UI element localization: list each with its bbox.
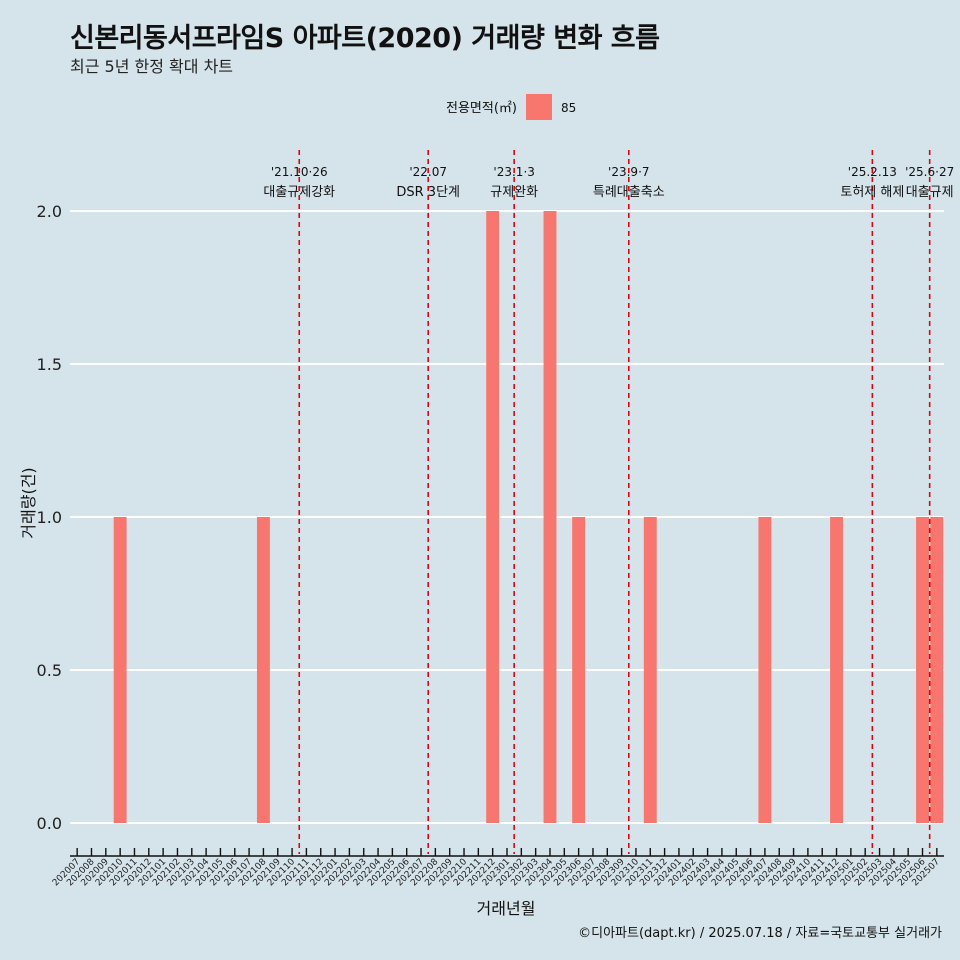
event-date-label: '21.10·26 xyxy=(271,165,328,179)
event-date-label: '22.07 xyxy=(409,165,447,179)
event-name-label: 특례대출축소 xyxy=(593,185,665,200)
legend-swatch xyxy=(526,94,552,120)
bar-202304 xyxy=(543,211,557,823)
event-name-label: 토허제 해제 xyxy=(840,185,904,200)
bar-202407 xyxy=(758,517,772,823)
y-tick-label: 0.5 xyxy=(37,661,62,680)
bar-202212 xyxy=(486,211,500,823)
y-tick-label: 1.0 xyxy=(37,508,62,527)
y-tick-label: 0.0 xyxy=(37,814,62,833)
bar-202311 xyxy=(643,517,657,823)
event-name-label: 대출규제강화 xyxy=(263,185,335,200)
bar-202108 xyxy=(256,517,270,823)
event-date-label: '25.6·27 xyxy=(905,165,954,179)
legend-item-label: 85 xyxy=(561,101,576,115)
grid-lines xyxy=(70,210,944,824)
y-tick-label: 2.0 xyxy=(37,202,62,221)
bars xyxy=(113,211,944,823)
bar-202306 xyxy=(572,517,586,823)
source-caption: ©디아파트(dapt.kr) / 2025.07.18 / 자료=국토교통부 실… xyxy=(578,926,942,941)
event-name-label: 규제완화 xyxy=(490,185,538,200)
event-name-label: 대출규제 xyxy=(906,185,954,200)
event-date-label: '23.1·3 xyxy=(493,165,534,179)
bar-202507 xyxy=(930,517,944,823)
event-markers: '21.10·26 대출규제강화 '22.07 DSR 3단계 '23.1·3 규제완화 '… xyxy=(263,150,954,854)
chart-title: 신본리동서프라임S 아파트(2020) 거래량 변화 흐름 xyxy=(70,23,660,54)
bar-202412 xyxy=(830,517,843,823)
y-axis-label: 거래량(건) xyxy=(19,467,38,538)
legend-title: 전용면적(㎡) xyxy=(446,101,517,116)
bar-202010 xyxy=(113,517,127,823)
y-tick-label: 1.5 xyxy=(37,355,62,374)
bar-202506 xyxy=(916,517,929,823)
event-date-label: '25.2.13 xyxy=(848,165,897,179)
event-name-label: DSR 3단계 xyxy=(396,185,460,200)
event-date-label: '23.9·7 xyxy=(608,165,649,179)
legend: 전용면적(㎡) 85 xyxy=(446,94,576,120)
x-axis: 2020072020082020092020102020112020122021… xyxy=(51,848,944,888)
y-axis: 0.0 0.5 1.0 1.5 2.0 xyxy=(37,202,62,833)
chart-subtitle: 최근 5년 한정 확대 차트 xyxy=(70,57,234,76)
x-axis-label: 거래년월 xyxy=(477,899,536,918)
